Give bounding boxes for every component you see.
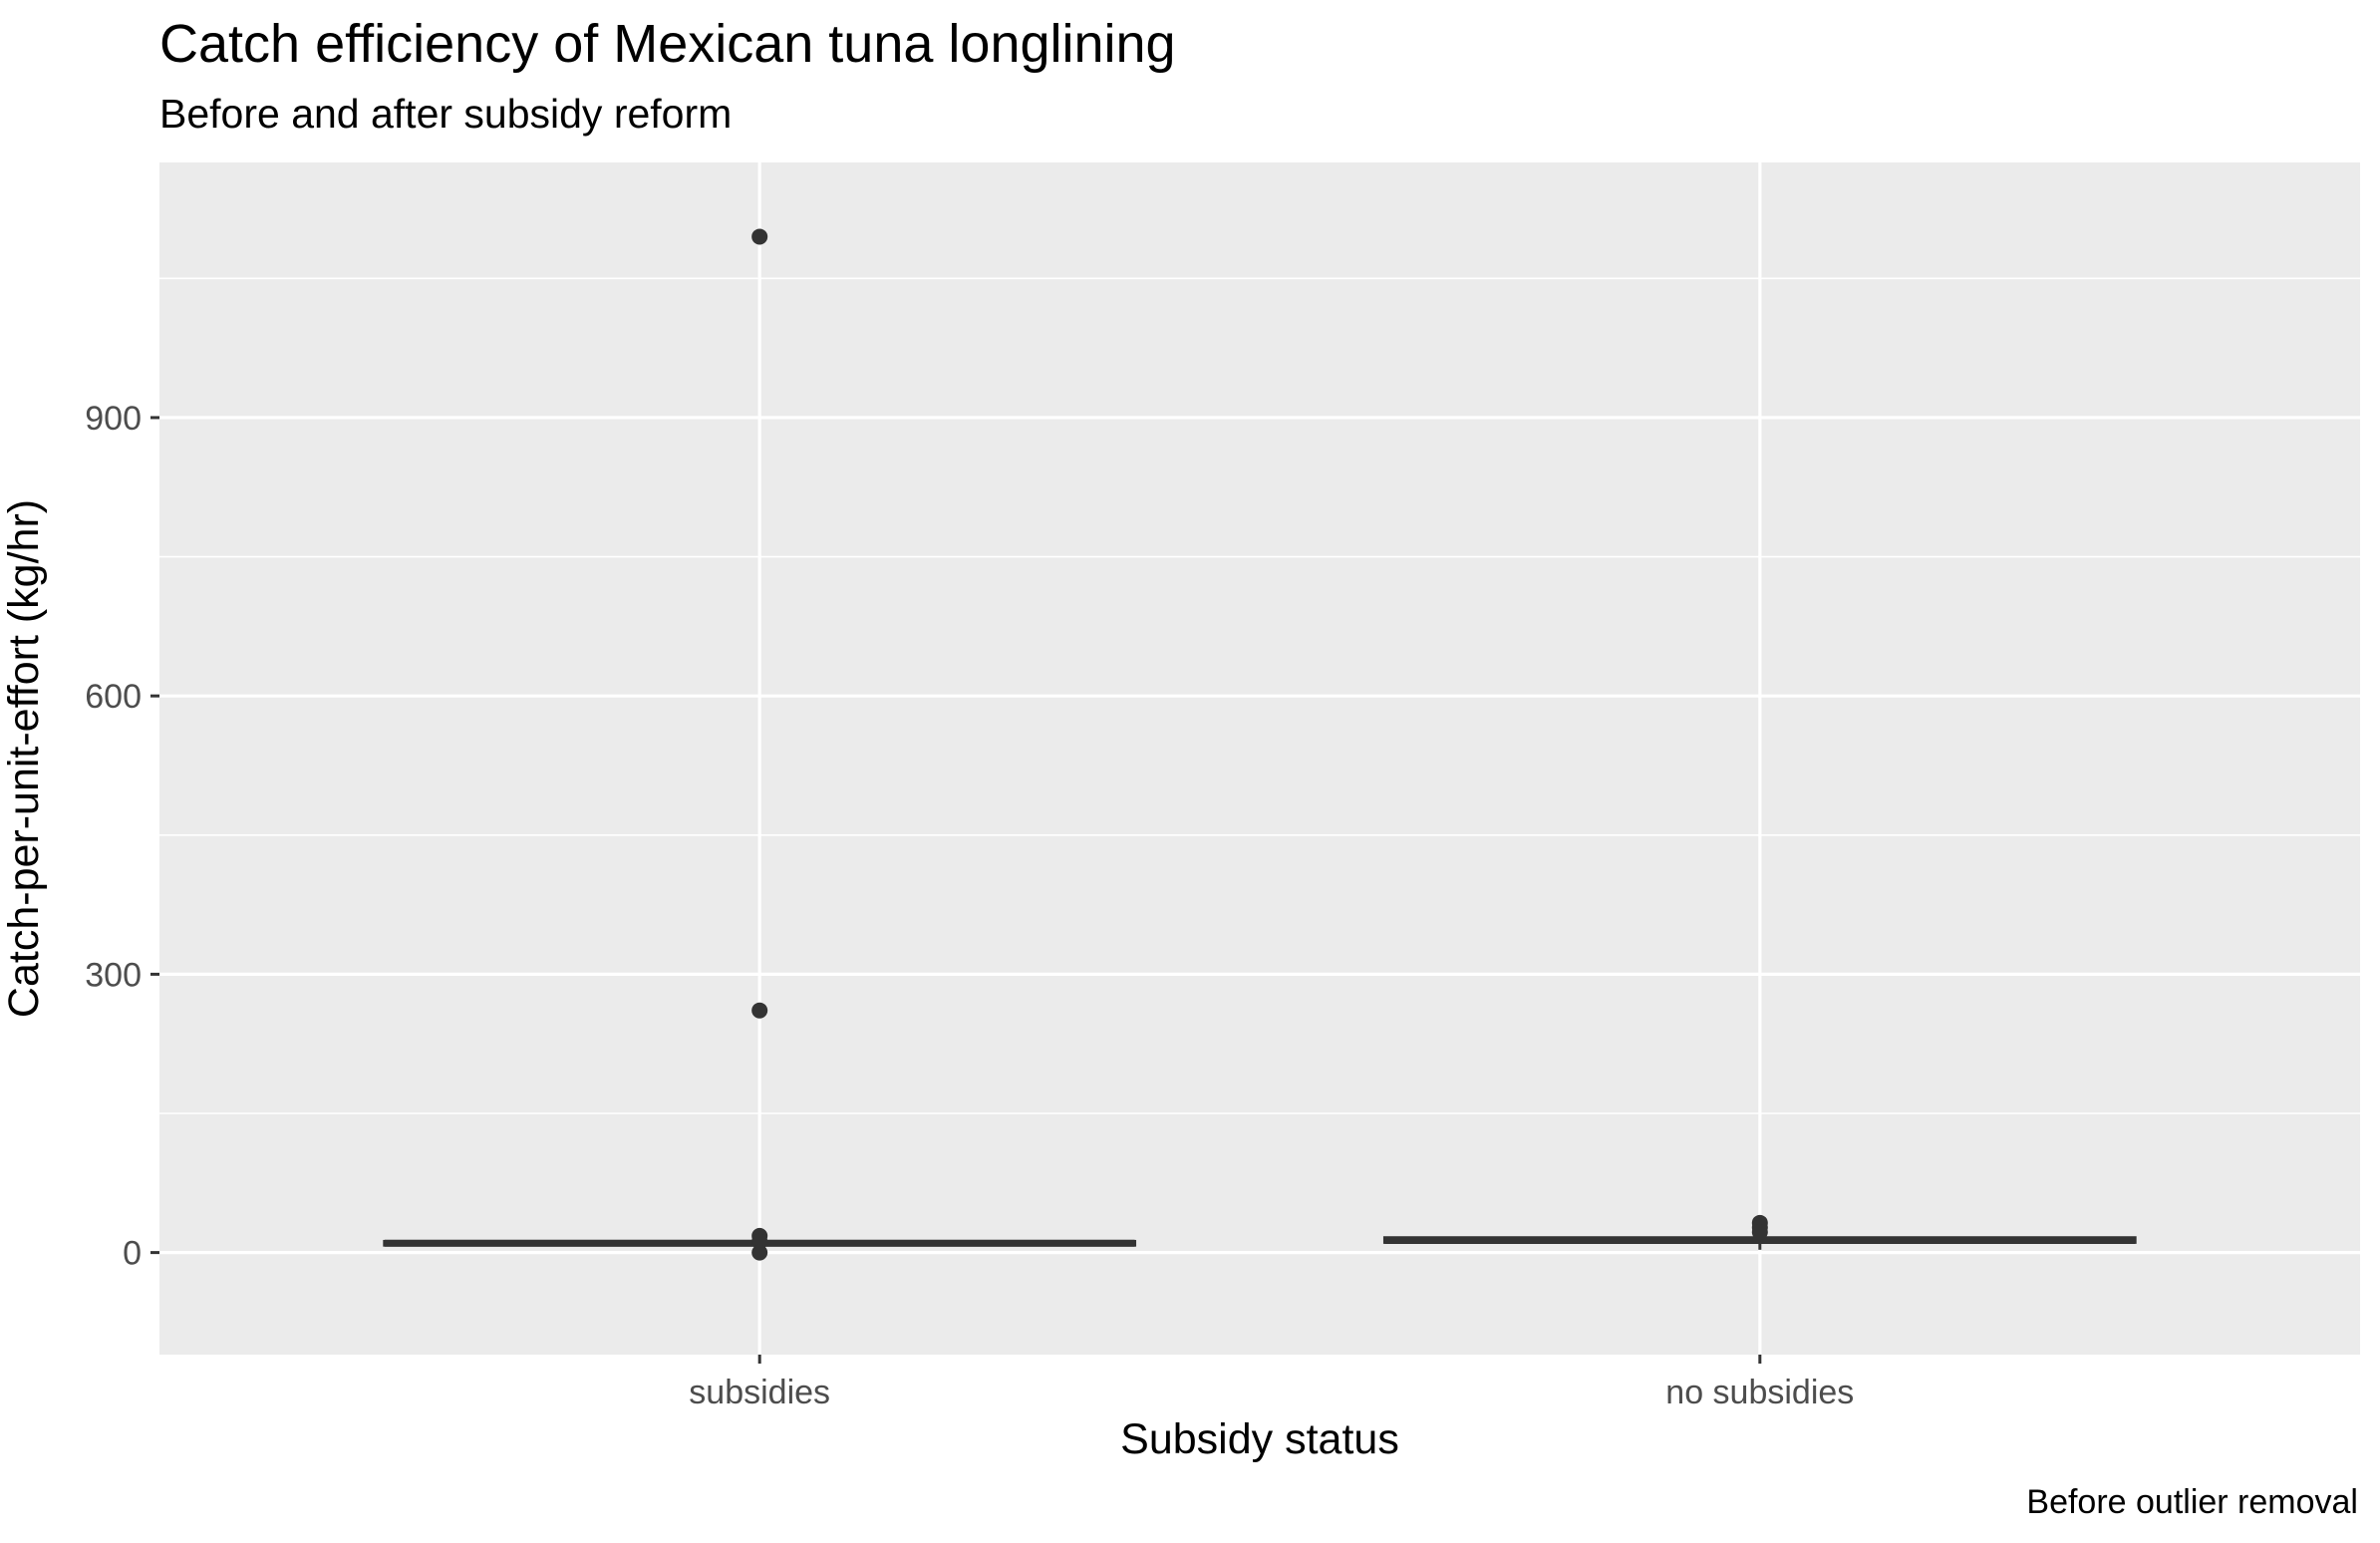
plot-panel	[159, 162, 2360, 1355]
box-group-1	[383, 228, 1137, 1261]
y-tick-label: 300	[85, 956, 142, 994]
chart-title: Catch efficiency of Mexican tuna longlin…	[159, 14, 1176, 74]
data-layer	[383, 228, 2137, 1261]
outlier-point	[1751, 1224, 1768, 1241]
chart-caption: Before outlier removal	[2026, 1483, 2358, 1521]
chart-subtitle: Before and after subsidy reform	[159, 91, 732, 137]
y-tick-label: 600	[85, 678, 142, 716]
box-group-2	[1382, 1214, 2137, 1250]
axis-layer: 0 300 600 900 subsidies no subsidies	[85, 400, 1854, 1411]
grid-layer	[159, 162, 2360, 1355]
outlier-point	[751, 1002, 768, 1019]
y-axis-title: Catch-per-unit-effort (kg/hr)	[0, 499, 48, 1018]
outlier-point	[751, 1233, 768, 1250]
outlier-point	[751, 228, 768, 245]
y-tick-label: 0	[123, 1235, 142, 1273]
y-tick-label: 900	[85, 400, 142, 438]
x-axis-title: Subsidy status	[1120, 1415, 1399, 1463]
x-tick-label: no subsidies	[1665, 1374, 1854, 1411]
x-tick-label: subsidies	[689, 1374, 830, 1411]
outlier-point	[751, 1244, 768, 1261]
